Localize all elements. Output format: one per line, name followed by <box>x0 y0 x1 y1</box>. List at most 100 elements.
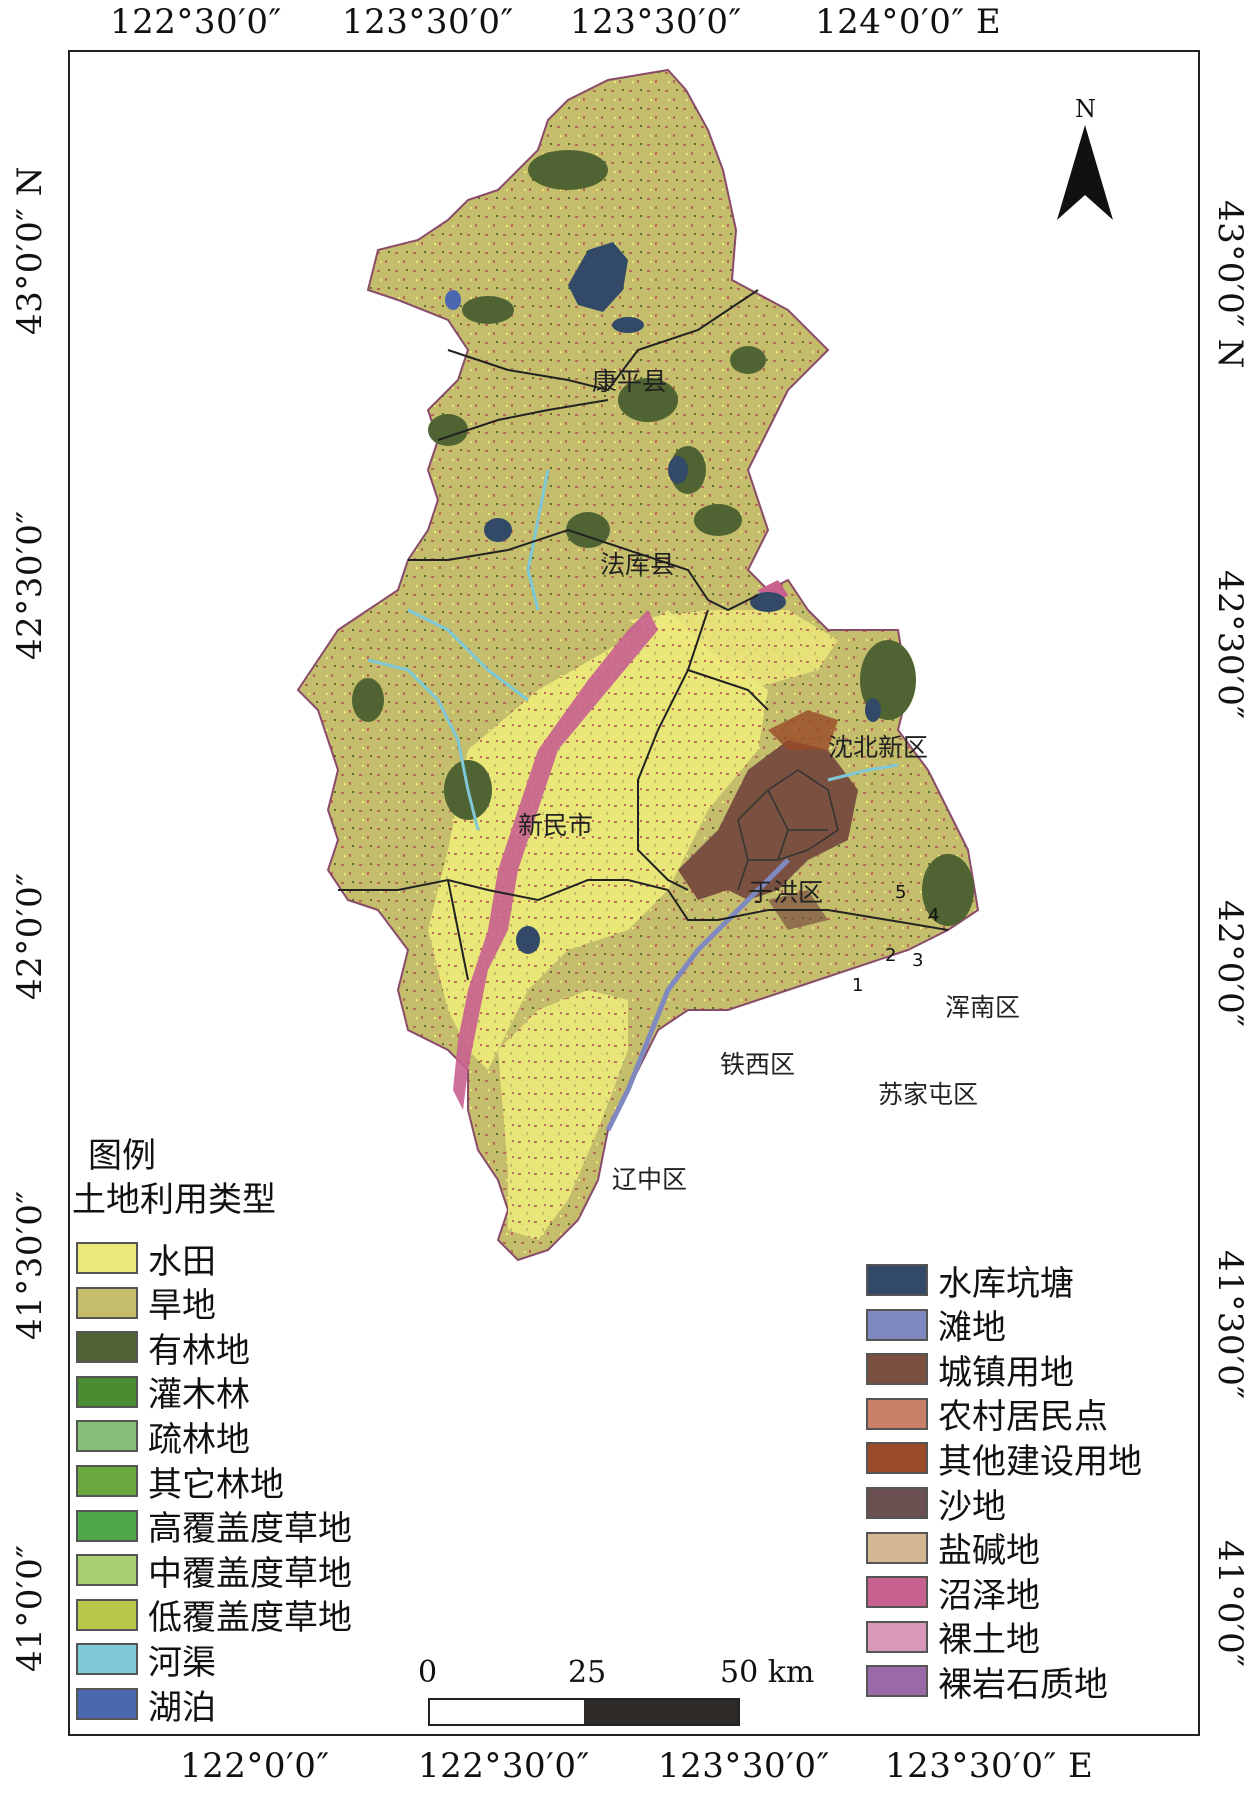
legend-left-item: 有林地 <box>76 1329 250 1371</box>
legend-left-item: 疏林地 <box>76 1418 250 1460</box>
legend-right-label: 水库坑塘 <box>938 1263 1074 1304</box>
bottom-coord-4: 123°30′0″ E <box>885 1746 1094 1786</box>
scale-bar-black <box>584 1700 738 1724</box>
legend-right-swatch <box>866 1353 928 1386</box>
left-coord-5: 41°0′0″ <box>10 1544 50 1672</box>
legend-left-swatch <box>76 1465 138 1497</box>
legend-left-item: 灌木林 <box>76 1374 250 1415</box>
right-coord-4: 41°30′0″ <box>1210 1250 1250 1400</box>
legend-right-item: 滩地 <box>866 1307 1006 1348</box>
legend-right-swatch <box>866 1665 928 1698</box>
region-label-kangping: 康平县 <box>592 367 668 396</box>
legend-right-label: 农村居民点 <box>938 1397 1108 1438</box>
region-label-hunnan: 浑南区 <box>945 993 1021 1022</box>
legend-right-label: 滩地 <box>938 1308 1006 1349</box>
legend-right-label: 盐碱地 <box>938 1531 1040 1572</box>
district-number-1: 1 <box>852 975 864 996</box>
legend-left-swatch <box>76 1331 138 1364</box>
legend-left-item: 低覆盖度草地 <box>76 1597 352 1638</box>
scale-label-25: 25 <box>568 1655 607 1690</box>
left-coord-1: 43°0′0″ N <box>10 165 50 335</box>
right-coord-5: 41°0′0″ <box>1210 1540 1250 1668</box>
top-coord-4: 124°0′0″ E <box>815 2 1002 42</box>
scale-label-50: 50 km <box>720 1655 815 1690</box>
legend-left-item: 湖泊 <box>76 1686 216 1728</box>
legend-right-item: 其他建设用地 <box>866 1440 1142 1482</box>
legend-right-item: 盐碱地 <box>866 1530 1040 1571</box>
north-arrow-label: N <box>1075 95 1096 123</box>
region-label-faku: 法库县 <box>600 550 676 579</box>
left-coord-3: 42°0′0″ <box>10 872 50 1000</box>
legend-left-swatch <box>76 1242 138 1274</box>
legend-left-item: 高覆盖度草地 <box>76 1508 352 1549</box>
water-bodies <box>445 242 881 954</box>
legend-left-label: 有林地 <box>148 1330 250 1371</box>
county-boundaries <box>338 289 949 981</box>
region-label-xinmin: 新民市 <box>518 811 594 840</box>
legend-left-label: 疏林地 <box>148 1419 250 1460</box>
right-coord-2: 42°30′0″ <box>1210 570 1250 720</box>
district-number-5: 5 <box>895 882 907 903</box>
urban-area-2 <box>768 710 838 750</box>
region-label-tiexi: 铁西区 <box>720 1050 796 1079</box>
legend-subtitle: 土地利用类型 <box>72 1180 276 1220</box>
paddy-zone <box>428 610 768 1070</box>
legend-left-item: 河渠 <box>76 1641 216 1683</box>
scale-bar-white <box>430 1700 584 1724</box>
legend-right-swatch <box>866 1264 928 1296</box>
legend-right-item: 沙地 <box>866 1485 1006 1527</box>
hun-river <box>605 858 790 1132</box>
region-label-shenbei: 沈北新区 <box>828 733 929 762</box>
legend-right-label: 沼泽地 <box>938 1575 1040 1616</box>
legend-right-label: 其他建设用地 <box>938 1441 1142 1482</box>
legend-left-label: 旱地 <box>148 1286 216 1327</box>
bottom-coord-2: 122°30′0″ <box>418 1746 590 1786</box>
legend-right-swatch <box>866 1442 928 1475</box>
legend-left-swatch <box>76 1286 138 1319</box>
legend-left-label: 湖泊 <box>148 1687 216 1728</box>
bottom-coord-1: 122°0′0″ <box>180 1746 330 1786</box>
rivers <box>367 469 899 831</box>
legend-left-item: 中覆盖度草地 <box>76 1552 352 1594</box>
scale-label-0: 0 <box>418 1655 438 1690</box>
district-number-2: 2 <box>885 945 897 966</box>
legend-right-item: 水库坑塘 <box>866 1262 1074 1304</box>
legend-right-item: 裸土地 <box>866 1619 1040 1660</box>
paddy-zone-north <box>628 610 838 690</box>
legend-left-swatch <box>76 1375 138 1408</box>
left-coord-2: 42°30′0″ <box>10 510 50 660</box>
top-coord-2: 123°30′0″ <box>342 2 514 42</box>
legend-right-swatch <box>866 1531 928 1564</box>
legend-right-item: 农村居民点 <box>866 1396 1108 1437</box>
district-number-3: 3 <box>912 950 924 971</box>
region-label-yuhong: 于洪区 <box>748 878 824 907</box>
map-canvas <box>296 68 980 1262</box>
top-coord-1: 122°30′0″ <box>110 2 282 42</box>
legend-left-item: 其它林地 <box>76 1463 284 1505</box>
legend-right-item: 裸岩石质地 <box>866 1663 1108 1705</box>
legend-left-label: 河渠 <box>148 1642 216 1683</box>
legend-left-swatch <box>76 1509 138 1542</box>
legend-left-swatch <box>76 1688 138 1720</box>
right-coord-1: 43°0′0″ N <box>1210 200 1250 370</box>
legend-title: 图例 <box>88 1136 156 1176</box>
legend-right-swatch <box>866 1576 928 1609</box>
bottom-coord-3: 123°30′0″ <box>658 1746 830 1786</box>
north-arrow: N <box>1055 95 1115 225</box>
legend-left-label: 水田 <box>148 1241 216 1282</box>
right-coord-3: 42°0′0″ <box>1210 900 1250 1028</box>
left-coord-4: 41°30′0″ <box>10 1190 50 1340</box>
north-arrow-icon <box>1057 125 1113 220</box>
legend-right-swatch <box>866 1620 928 1653</box>
legend-left-swatch <box>76 1420 138 1453</box>
legend-left-item: 水田 <box>76 1240 216 1282</box>
legend-left-swatch <box>76 1554 138 1587</box>
legend-right-label: 裸岩石质地 <box>938 1664 1108 1705</box>
scale-bar <box>428 1698 740 1726</box>
legend-left-swatch <box>76 1643 138 1676</box>
legend-right-swatch <box>866 1308 928 1341</box>
district-number-4: 4 <box>928 905 940 926</box>
legend-right-label: 沙地 <box>938 1486 1006 1527</box>
legend-left-swatch <box>76 1598 138 1631</box>
legend-left-label: 低覆盖度草地 <box>148 1598 352 1639</box>
